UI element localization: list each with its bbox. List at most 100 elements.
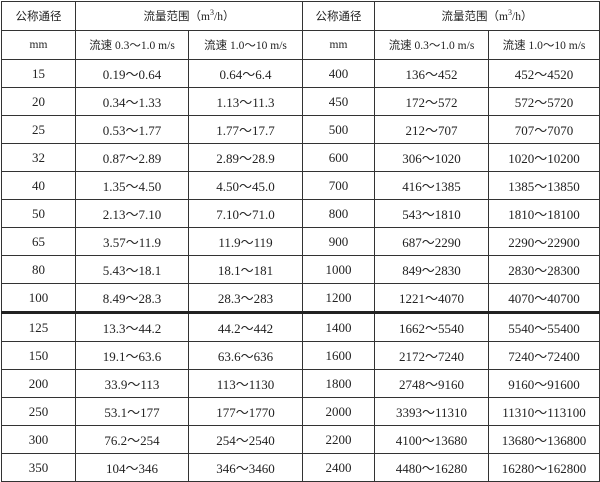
flow-high-cell: 1.77～17.7	[188, 115, 303, 144]
table-row: 250 53.1～177 177～1770 2000 3393～11310 11310～1…	[1, 397, 600, 426]
flow-high-cell: 346～3460	[188, 453, 303, 482]
dn-cell: 40	[1, 171, 76, 200]
flow-low-cell: 33.9～113	[75, 369, 189, 398]
table-row: 50 2.13～7.10 7.10～71.0 800 543～1810 1810～1810…	[1, 199, 600, 228]
flow-low-cell: 306～1020	[374, 143, 489, 172]
dn-cell: 200	[1, 369, 76, 398]
flow-range-header: 流量范围（m3/h）	[374, 1, 600, 31]
speed-low-header: 流速 0.3～1.0 m/s	[75, 30, 189, 60]
flow-low-cell: 8.49～28.3	[75, 283, 189, 313]
table-row: 350 104～346 346～3460 2400 4480～16280 16280～16…	[1, 453, 600, 482]
dn-cell: 400	[302, 59, 375, 88]
dn-cell: 500	[302, 115, 375, 144]
flow-high-cell: 452～4520	[488, 59, 600, 88]
dn-cell: 100	[1, 283, 76, 313]
dn-cell: 2400	[302, 453, 375, 482]
flow-high-cell: 9160～91600	[488, 369, 600, 398]
flow-high-cell: 18.1～181	[188, 255, 303, 284]
dn-cell: 1800	[302, 369, 375, 398]
dn-cell: 50	[1, 199, 76, 228]
flow-low-cell: 19.1～63.6	[75, 341, 189, 370]
unit-label: mm	[1, 30, 76, 60]
flow-low-cell: 2172～7240	[374, 341, 489, 370]
table-row: 20 0.34～1.33 1.13～11.3 450 172～572 572～5720	[1, 87, 600, 116]
dn-cell: 1200	[302, 283, 375, 313]
table-row: 25 0.53～1.77 1.77～17.7 500 212～707 707～7070	[1, 115, 600, 144]
flow-high-cell: 11310～113100	[488, 397, 600, 426]
dn-cell: 250	[1, 397, 76, 426]
flow-high-cell: 7240～72400	[488, 341, 600, 370]
flow-low-cell: 13.3～44.2	[75, 311, 189, 342]
flow-high-cell: 2830～28300	[488, 255, 600, 284]
flow-low-cell: 172～572	[374, 87, 489, 116]
header-row: 公称通径 流量范围（m3/h） 公称通径 流量范围（m3/h）	[1, 1, 600, 31]
flow-high-cell: 1810～18100	[488, 199, 600, 228]
dn-cell: 900	[302, 227, 375, 256]
flow-high-cell: 4070～40700	[488, 283, 600, 313]
flow-low-cell: 0.53～1.77	[75, 115, 189, 144]
dn-cell: 80	[1, 255, 76, 284]
flow-high-cell: 0.64～6.4	[188, 59, 303, 88]
dn-cell: 2200	[302, 425, 375, 454]
flow-high-cell: 1020～10200	[488, 143, 600, 172]
dn-cell: 25	[1, 115, 76, 144]
flow-high-cell: 707～7070	[488, 115, 600, 144]
table-row: 80 5.43～18.1 18.1～181 1000 849～2830 2830～2830…	[1, 255, 600, 284]
flow-low-cell: 416～1385	[374, 171, 489, 200]
flow-low-cell: 849～2830	[374, 255, 489, 284]
flow-low-cell: 4480～16280	[374, 453, 489, 482]
speed-low-header: 流速 0.3～1.0 m/s	[374, 30, 489, 60]
dn-header: 公称通径	[302, 1, 375, 31]
flow-low-cell: 76.2～254	[75, 425, 189, 454]
flow-low-cell: 3393～11310	[374, 397, 489, 426]
flow-low-cell: 1662～5540	[374, 311, 489, 342]
dn-cell: 2000	[302, 397, 375, 426]
flow-low-cell: 104～346	[75, 453, 189, 482]
flow-high-cell: 16280～162800	[488, 453, 600, 482]
flow-low-cell: 543～1810	[374, 199, 489, 228]
dn-cell: 1600	[302, 341, 375, 370]
table-row: 200 33.9～113 113～1130 1800 2748～9160 9160～916…	[1, 369, 600, 398]
dn-cell: 65	[1, 227, 76, 256]
dn-cell: 150	[1, 341, 76, 370]
flow-high-cell: 11.9～119	[188, 227, 303, 256]
dn-cell: 15	[1, 59, 76, 88]
flow-low-cell: 0.19～0.64	[75, 59, 189, 88]
subheader-row: mm 流速 0.3～1.0 m/s 流速 1.0～10 m/s mm 流速 0.…	[1, 30, 600, 60]
flow-low-cell: 2.13～7.10	[75, 199, 189, 228]
flow-low-cell: 687～2290	[374, 227, 489, 256]
flow-high-cell: 44.2～442	[188, 311, 303, 342]
dn-cell: 1400	[302, 311, 375, 342]
flow-high-cell: 63.6～636	[188, 341, 303, 370]
flow-high-cell: 1385～13850	[488, 171, 600, 200]
flow-low-cell: 0.34～1.33	[75, 87, 189, 116]
speed-high-header: 流速 1.0～10 m/s	[188, 30, 303, 60]
flow-high-cell: 2.89～28.9	[188, 143, 303, 172]
flow-high-cell: 113～1130	[188, 369, 303, 398]
speed-high-header: 流速 1.0～10 m/s	[488, 30, 600, 60]
flow-high-cell: 177～1770	[188, 397, 303, 426]
flow-low-cell: 53.1～177	[75, 397, 189, 426]
dn-cell: 700	[302, 171, 375, 200]
dn-cell: 32	[1, 143, 76, 172]
flow-high-cell: 28.3～283	[188, 283, 303, 313]
table-row: 150 19.1～63.6 63.6～636 1600 2172～7240 7240～72…	[1, 341, 600, 370]
flow-high-cell: 4.50～45.0	[188, 171, 303, 200]
flow-low-cell: 1221～4070	[374, 283, 489, 313]
dn-cell: 600	[302, 143, 375, 172]
table-row: 65 3.57～11.9 11.9～119 900 687～2290 2290～22900	[1, 227, 600, 256]
flow-low-cell: 4100～13680	[374, 425, 489, 454]
unit-label: mm	[302, 30, 375, 60]
flow-high-cell: 572～5720	[488, 87, 600, 116]
dn-cell: 300	[1, 425, 76, 454]
table-row: 300 76.2～254 254～2540 2200 4100～13680 13680～1…	[1, 425, 600, 454]
flow-high-cell: 254～2540	[188, 425, 303, 454]
flow-high-cell: 5540～55400	[488, 311, 600, 342]
dn-header: 公称通径	[1, 1, 76, 31]
dn-cell: 350	[1, 453, 76, 482]
flow-high-cell: 7.10～71.0	[188, 199, 303, 228]
table-row: 15 0.19～0.64 0.64～6.4 400 136～452 452～4520	[1, 59, 600, 88]
flow-low-cell: 0.87～2.89	[75, 143, 189, 172]
dn-cell: 20	[1, 87, 76, 116]
